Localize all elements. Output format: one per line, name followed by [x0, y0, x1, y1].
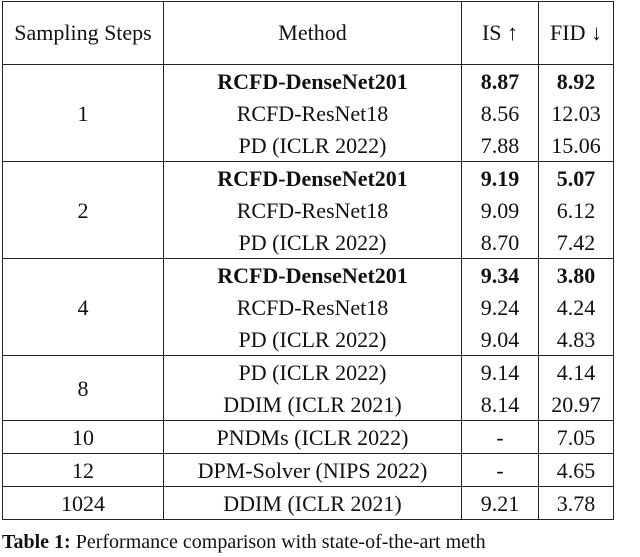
table-row: DDIM (ICLR 2021) 8.14 20.97	[3, 388, 614, 421]
steps-cell: 1	[2, 64, 164, 162]
caption: Table 1: Performance comparison with sta…	[2, 531, 486, 554]
method-cell: RCFD-ResNet18	[163, 194, 462, 226]
method-cell: DDIM (ICLR 2021)	[163, 388, 462, 421]
header-cell: Sampling Steps	[2, 1, 164, 65]
table-row: RCFD-ResNet18 9.24 4.24	[3, 291, 614, 323]
is-cell: 9.09	[461, 194, 539, 226]
method-cell: PD (ICLR 2022)	[163, 355, 462, 388]
is-cell: 9.19	[461, 161, 539, 194]
method-cell: RCFD-ResNet18	[163, 97, 462, 129]
is-cell: 9.04	[461, 323, 539, 356]
method-cell: RCFD-DenseNet201	[163, 161, 462, 194]
is-cell: 8.14	[461, 388, 539, 421]
fid-cell: 7.05	[538, 420, 614, 454]
table-row: 1 RCFD-DenseNet201 8.87 8.92	[2, 64, 614, 162]
table-row: PD (ICLR 2022) 7.88 15.06	[3, 129, 614, 162]
fid-cell: 4.24	[538, 291, 614, 323]
steps-cell: 4	[2, 258, 164, 356]
table-row: 10 PNDMs (ICLR 2022) -7.05	[2, 420, 614, 454]
method-cell: DPM-Solver (NIPS 2022)	[163, 453, 462, 487]
header-cell: Method	[163, 1, 462, 65]
fid-cell: 3.80	[538, 258, 614, 291]
fid-cell: 12.03	[538, 97, 614, 129]
method-cell: PNDMs (ICLR 2022)	[163, 420, 462, 454]
table-row: RCFD-ResNet18 9.09 6.12	[3, 194, 614, 226]
fid-cell: 20.97	[538, 388, 614, 421]
method-cell: PD (ICLR 2022)	[163, 323, 462, 356]
caption-text: Performance comparison with state-of-the…	[75, 531, 486, 553]
fid-cell: 7.42	[538, 226, 614, 259]
steps-cell: 12	[2, 453, 164, 487]
header-row: Sampling Steps Method IS ↑ FID ↓	[2, 1, 614, 65]
table-row: 4 RCFD-DenseNet201 9.34 3.80	[2, 258, 614, 356]
is-cell: 7.88	[461, 129, 539, 162]
fid-cell: 15.06	[538, 129, 614, 162]
fid-cell: 6.12	[538, 194, 614, 226]
table-row: 1024 DDIM (ICLR 2021) 9.21 3.78	[2, 486, 614, 520]
fid-cell: 4.14	[538, 355, 614, 388]
method-cell: PD (ICLR 2022)	[163, 129, 462, 162]
is-cell: 9.14	[461, 355, 539, 388]
table-body: 1 RCFD-DenseNet201 8.87 8.92 RCFD-ResNet18 8.…	[2, 64, 614, 520]
method-cell: DDIM (ICLR 2021)	[163, 486, 462, 520]
is-cell: 9.21	[461, 486, 539, 520]
fid-cell: 3.78	[538, 486, 614, 520]
table-row: PD (ICLR 2022) 9.04 4.83	[3, 323, 614, 356]
is-cell: -	[461, 453, 539, 487]
header-cell: FID ↓	[538, 1, 614, 65]
fid-cell: 8.92	[538, 64, 614, 97]
is-cell: 8.87	[461, 64, 539, 97]
table-row: 12 DPM-Solver (NIPS 2022) -4.65	[2, 453, 614, 487]
table-row: 8 PD (ICLR 2022) 9.14 4.14	[2, 355, 614, 421]
header-cell: IS ↑	[461, 1, 539, 65]
results-table: Sampling Steps Method IS ↑ FID ↓ 1 RCFD-D…	[2, 1, 614, 520]
method-cell: RCFD-ResNet18	[163, 291, 462, 323]
table-row: PD (ICLR 2022) 8.70 7.42	[3, 226, 614, 259]
steps-cell: 2	[2, 161, 164, 259]
fid-cell: 4.65	[538, 453, 614, 487]
fid-cell: 5.07	[538, 161, 614, 194]
table-row: RCFD-ResNet18 8.56 12.03	[3, 97, 614, 129]
method-cell: RCFD-DenseNet201	[163, 64, 462, 97]
is-cell: 8.70	[461, 226, 539, 259]
table-row: 2 RCFD-DenseNet201 9.19 5.07	[2, 161, 614, 259]
steps-cell: 10	[2, 420, 164, 454]
steps-cell: 1024	[2, 486, 164, 520]
caption-label: Table 1:	[2, 531, 71, 553]
method-cell: RCFD-DenseNet201	[163, 258, 462, 291]
is-cell: 9.24	[461, 291, 539, 323]
is-cell: 9.34	[461, 258, 539, 291]
steps-cell: 8	[2, 355, 164, 421]
fid-cell: 4.83	[538, 323, 614, 356]
is-cell: -	[461, 420, 539, 454]
method-cell: PD (ICLR 2022)	[163, 226, 462, 259]
is-cell: 8.56	[461, 97, 539, 129]
